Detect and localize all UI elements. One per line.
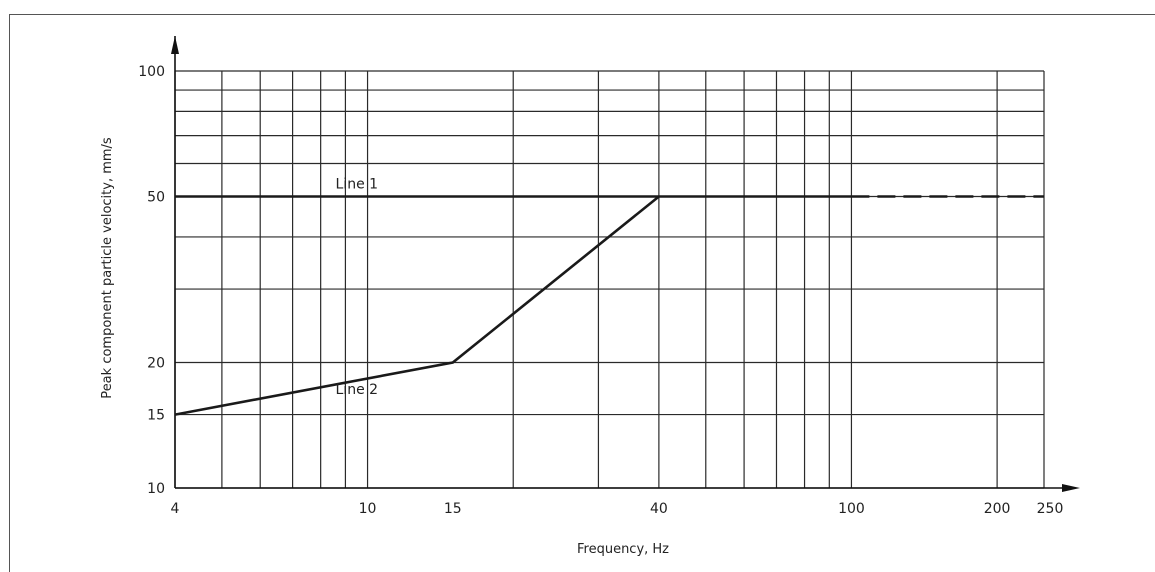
- label-layer: 4 10 15 40 100 200 250 10 15 20 50 100 Line 1 Line 2: [138, 64, 1063, 517]
- x-tick-label-4: 4: [171, 501, 180, 517]
- series-label-line-2: Line 2: [336, 382, 379, 398]
- y-tick-label-10: 10: [147, 481, 165, 497]
- figure-frame: [9, 14, 1155, 572]
- x-tick-label-100: 100: [838, 501, 865, 517]
- series-layer: [174, 195, 1044, 416]
- x-axis-arrow-icon: [1062, 484, 1080, 492]
- x-tick-label-200: 200: [984, 501, 1011, 517]
- y-axis-title: Peak component particle velocity, mm/s: [100, 137, 115, 399]
- y-tick-label-100: 100: [138, 64, 165, 80]
- x-tick-label-10: 10: [359, 501, 377, 517]
- x-axis-title: Frequency, Hz: [577, 542, 669, 557]
- y-tick-label-15: 15: [147, 408, 165, 424]
- y-tick-label-20: 20: [147, 355, 165, 371]
- y-axis-arrow-icon: [171, 36, 179, 54]
- grid-layer: [174, 70, 1045, 489]
- x-tick-label-40: 40: [650, 501, 668, 517]
- series-line-line-2: [174, 195, 660, 416]
- y-tick-label-50: 50: [147, 190, 165, 206]
- x-tick-label-15: 15: [444, 501, 462, 517]
- series-label-line-1: Line 1: [336, 177, 379, 193]
- axis-layer: [171, 36, 1080, 492]
- x-tick-label-250: 250: [1037, 501, 1064, 517]
